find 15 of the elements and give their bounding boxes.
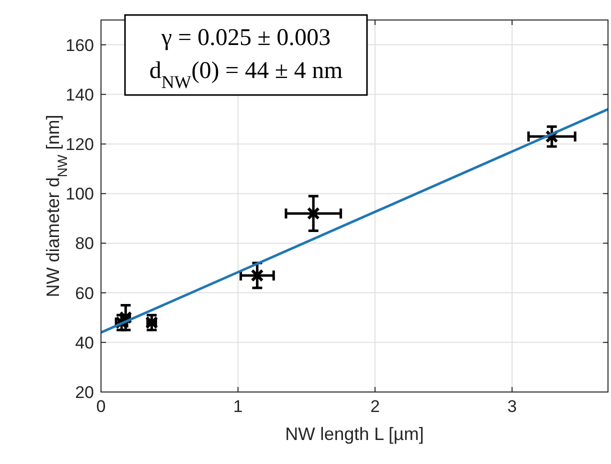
x-tick-label: 3: [507, 397, 517, 416]
x-tick-label: 1: [233, 397, 243, 416]
x-tick-label: 2: [370, 397, 380, 416]
y-tick-label: 160: [66, 36, 94, 55]
x-tick-label: 0: [96, 397, 106, 416]
y-tick-label: 80: [75, 234, 94, 254]
x-axis-title: NW length L [µm]: [285, 424, 424, 444]
annotation: γ = 0.025 ± 0.003: [160, 25, 331, 51]
y-tick-label: 140: [66, 85, 94, 104]
y-tick-label: 60: [75, 284, 94, 303]
annotation: d$_{NW}$(0) = 44 ± 4 nm: [149, 58, 344, 92]
y-tick-label: 100: [66, 184, 94, 204]
y-tick-label: 40: [75, 333, 94, 352]
y-tick-label: 120: [66, 135, 94, 154]
y-tick-label: 20: [75, 383, 94, 402]
